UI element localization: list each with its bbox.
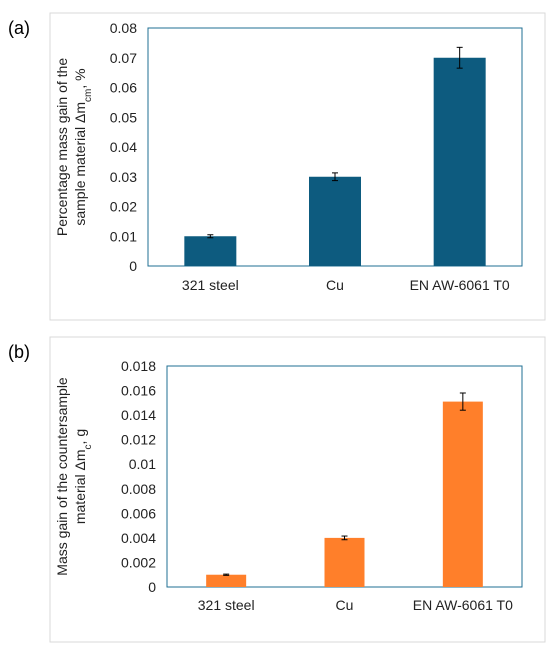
category-label: Cu: [326, 277, 344, 293]
y-tick-label: 0.06: [110, 80, 137, 96]
y-tick-label: 0.02: [110, 199, 137, 215]
y-tick-label: 0.01: [110, 228, 137, 244]
y-tick-label: 0.006: [121, 505, 156, 521]
y-tick-label: 0.018: [121, 358, 156, 374]
y-axis-label: Percentage mass gain of the sample materi…: [54, 58, 94, 236]
y-tick-label: 0.016: [121, 383, 156, 399]
bar: [206, 574, 247, 587]
chart-b: 0 0.002 0.004 0.006 0.008 0.01 0.012 0.014 0.016…: [54, 358, 523, 613]
category-label: EN AW-6061 T0: [410, 277, 510, 293]
y-tick-label: 0.004: [121, 530, 156, 546]
error-bar: [341, 535, 348, 541]
error-bar: [459, 392, 466, 411]
bar: [433, 57, 486, 266]
bar: [309, 176, 361, 266]
y-tick-label: 0.08: [110, 20, 137, 36]
y-tick-label: 0.012: [121, 432, 156, 448]
y-axis-label: Mass gain of the countersample material Δ…: [54, 377, 94, 576]
error-bar: [223, 573, 230, 576]
error-bar: [207, 234, 214, 239]
chart-a: 0 0.01 0.02 0.03 0.04 0.05 0.06 0.07 0.08 321 ste…: [54, 20, 523, 293]
bar: [324, 537, 365, 587]
y-tick-label: 0: [129, 258, 137, 274]
error-bar: [332, 172, 338, 182]
category-label: 321 steel: [182, 277, 239, 293]
category-label: Cu: [336, 597, 354, 613]
category-label: EN AW-6061 T0: [413, 597, 513, 613]
panel-b-label: (b): [8, 342, 30, 362]
y-tick-label: 0.07: [110, 50, 137, 66]
y-tick-label: 0.03: [110, 169, 137, 185]
bar: [442, 401, 483, 587]
y-tick-label: 0.04: [110, 139, 137, 155]
y-tick-label: 0.008: [121, 481, 156, 497]
panel-a-label: (a): [8, 18, 30, 38]
y-tick-label: 0: [148, 579, 156, 595]
y-tick-label: 0.01: [129, 456, 156, 472]
error-bar: [456, 46, 463, 69]
y-tick-label: 0.014: [121, 407, 156, 423]
category-label: 321 steel: [198, 597, 255, 613]
y-tick-label: 0.002: [121, 554, 156, 570]
bar: [184, 236, 237, 266]
y-tick-label: 0.05: [110, 109, 137, 125]
